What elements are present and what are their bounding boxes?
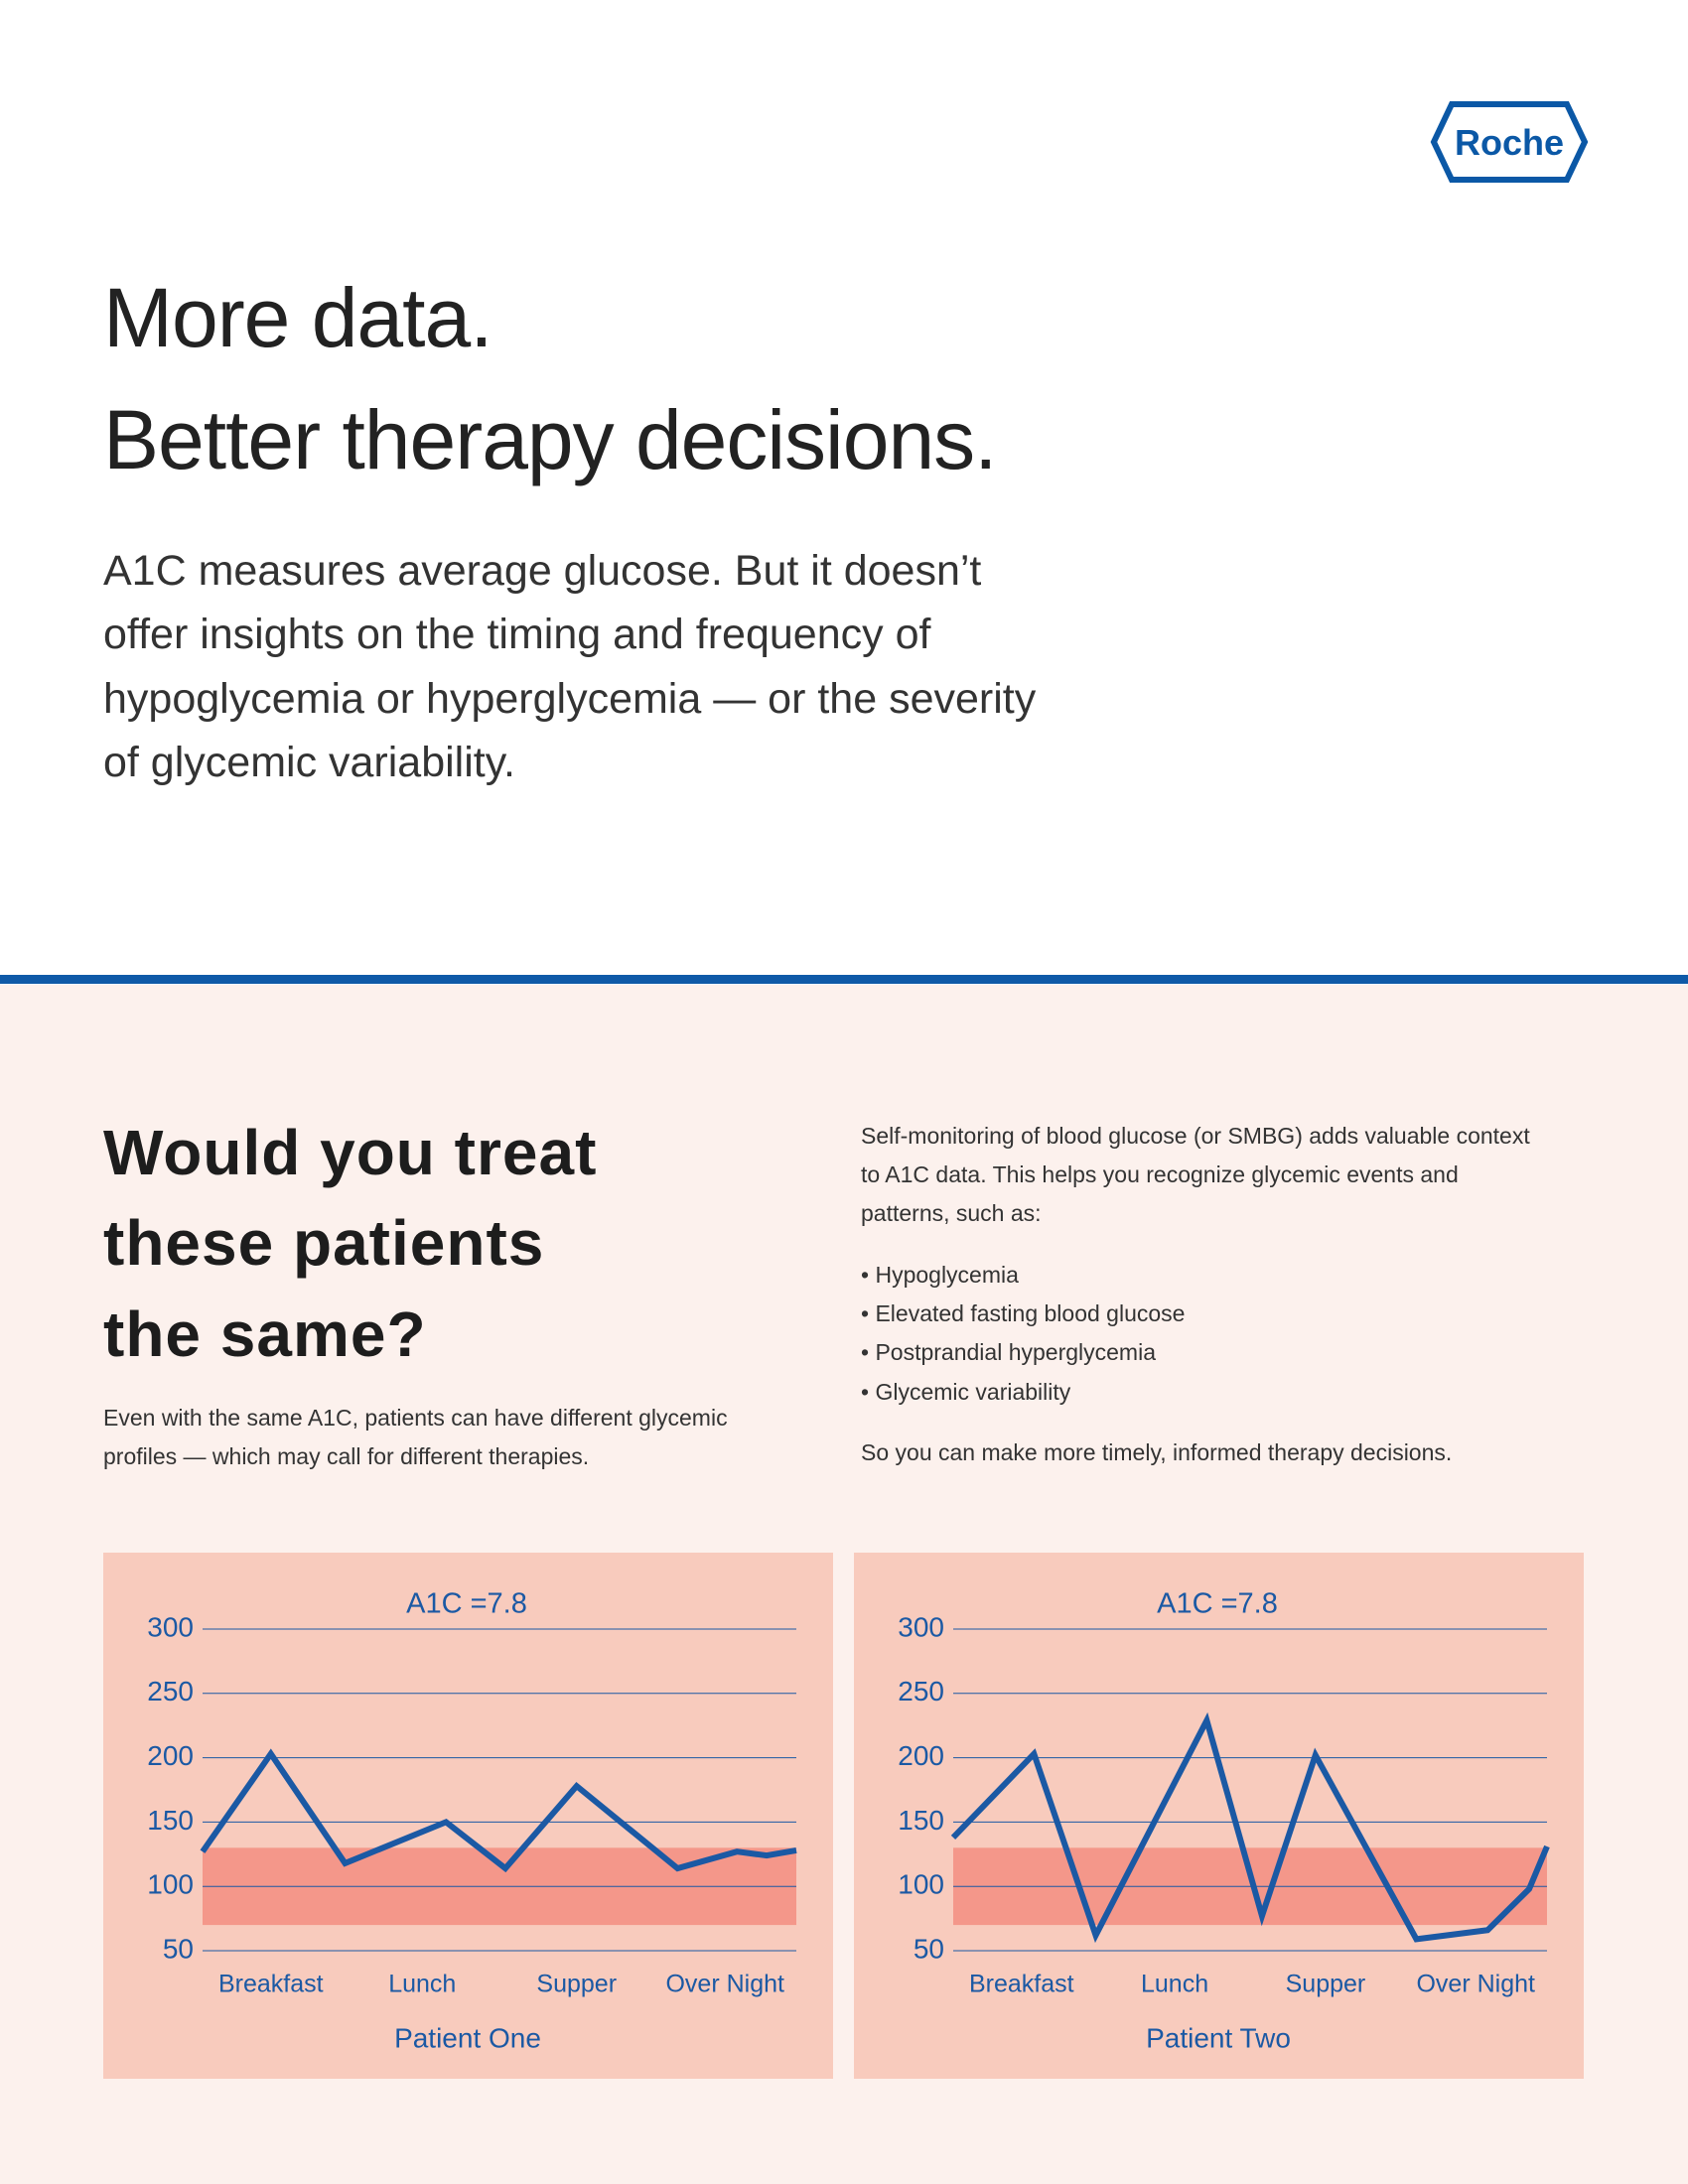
x-tick-label: Supper [1286, 1971, 1366, 1998]
context: Self-monitoring of blood glucose (or SMB… [861, 1123, 1530, 1149]
chart: 50 100 150 200 250 300 Breakfast Lunch Supper Ove… [103, 1553, 833, 2079]
y-tick-label: 250 [898, 1676, 944, 1706]
subtext: Even with the same A1C, patients can hav… [103, 1405, 728, 1431]
chart-title: A1C =7.8 [406, 1588, 527, 1620]
x-tick-label: Breakfast [218, 1971, 324, 1998]
heading: the same? [103, 1298, 427, 1370]
y-tick-label: 150 [147, 1805, 194, 1836]
y-tick-label: 200 [147, 1740, 194, 1771]
bullet: Glycemic variability [861, 1379, 1070, 1406]
data-line [950, 1711, 1550, 1944]
y-tick-label: 300 [147, 1611, 194, 1642]
y-tick-label: 250 [147, 1676, 194, 1706]
x-tick-label: Supper [536, 1971, 617, 1998]
heading: these patients [103, 1207, 545, 1279]
heading: Would you treat [103, 1117, 598, 1188]
bullet: Elevated fasting blood glucose [861, 1300, 1185, 1327]
y-tick-label: 50 [163, 1933, 194, 1964]
intro: A1C measures average glucose. But it doe… [103, 547, 982, 595]
chart: 50 100 150 200 250 300 Breakfast Lunch Supper Ove… [854, 1553, 1584, 2079]
logo-text: Roche [1455, 122, 1564, 163]
data-line [200, 1748, 797, 1873]
x-tick-label: Over Night [665, 1971, 784, 1998]
x-axis-label: Patient One [394, 2022, 541, 2053]
title: Better therapy decisions. [103, 393, 997, 486]
closing: So you can make more timely, informed th… [861, 1439, 1453, 1465]
y-tick-label: 100 [147, 1869, 194, 1900]
bullet: Postprandial hyperglycemia [861, 1339, 1156, 1366]
title: More data. [103, 271, 493, 364]
y-tick-label: 300 [898, 1611, 944, 1642]
subtext: profiles — which may call for different … [103, 1443, 590, 1469]
divider [0, 975, 1688, 984]
y-tick-label: 50 [914, 1933, 944, 1964]
bullet: Hypoglycemia [861, 1262, 1018, 1289]
y-tick-label: 200 [898, 1740, 944, 1771]
intro: offer insights on the timing and frequen… [103, 611, 931, 658]
chart-title: A1C =7.8 [1157, 1588, 1278, 1620]
x-tick-label: Lunch [388, 1971, 456, 1998]
x-tick-label: Lunch [1141, 1971, 1208, 1998]
y-tick-label: 150 [898, 1805, 944, 1836]
x-tick-label: Over Night [1416, 1971, 1535, 1998]
x-axis-label: Patient Two [1146, 2022, 1291, 2053]
y-tick-label: 100 [898, 1869, 944, 1900]
intro: of glycemic variability. [103, 739, 515, 786]
logo: Roche [1430, 101, 1589, 183]
context: patterns, such as: [861, 1200, 1042, 1226]
context: to A1C data. This helps you recognize gl… [861, 1161, 1459, 1187]
intro: hypoglycemia or hyperglycemia — or the s… [103, 675, 1037, 723]
panel [854, 1553, 1584, 2079]
x-tick-label: Breakfast [969, 1971, 1074, 1998]
panel [103, 1553, 833, 2079]
